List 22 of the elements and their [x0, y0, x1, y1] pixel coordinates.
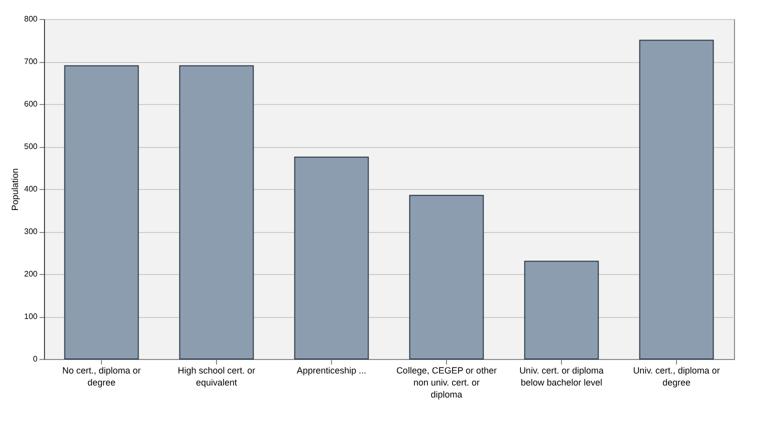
bar — [294, 156, 369, 360]
bar — [179, 65, 254, 360]
x-tick-label: Univ. cert., diploma or degree — [633, 366, 720, 388]
x-tick-label: Univ. cert. or diploma below bachelor level — [519, 366, 604, 388]
y-tick-label: 400 — [24, 184, 38, 194]
y-tick-label: 700 — [24, 57, 38, 66]
y-tick-label: 0 — [33, 354, 38, 364]
x-tick-label: Apprenticeship ... — [296, 366, 366, 376]
x-tick-label: No cert., diploma or degree — [62, 366, 141, 388]
y-tick-label: 800 — [24, 14, 38, 24]
x-tick-label: College, CEGEP or other non univ. cert. or diploma — [396, 366, 497, 400]
bar — [524, 260, 599, 360]
y-tick-label: 200 — [24, 270, 38, 278]
x-tick-label: High school cert. or equivalent — [178, 366, 256, 388]
y-axis-title: Population — [10, 168, 20, 211]
y-tick-label: 500 — [24, 142, 38, 151]
bar — [64, 65, 139, 360]
bar — [639, 40, 714, 360]
y-tick-label: 100 — [24, 312, 38, 321]
bar — [409, 194, 484, 360]
y-tick-label: 300 — [24, 227, 38, 236]
y-tick-label: 600 — [24, 100, 38, 108]
